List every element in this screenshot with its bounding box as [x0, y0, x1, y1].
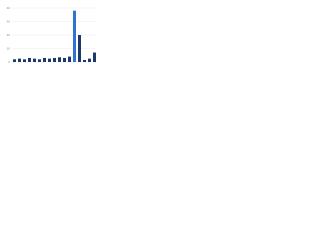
bar [58, 57, 61, 62]
y-tick-label: 40 [7, 6, 11, 10]
bar [68, 56, 71, 62]
bar [53, 57, 56, 62]
y-tick-label: 0 [8, 60, 10, 64]
bar [38, 59, 41, 62]
bar [63, 57, 66, 62]
bar [23, 59, 26, 62]
bar [73, 10, 76, 62]
bar [33, 58, 36, 62]
y-tick-label: 20 [7, 33, 11, 37]
bar [88, 58, 91, 62]
bar [83, 59, 86, 62]
bar [78, 35, 81, 62]
bar [48, 58, 51, 62]
bar [28, 57, 31, 62]
bar [18, 58, 21, 62]
y-tick-label: 30 [7, 19, 11, 23]
bar [43, 57, 46, 62]
y-tick-label: 10 [7, 46, 11, 50]
chart: 0 10 20 30 40 [7, 6, 97, 64]
bar [13, 59, 16, 62]
bar [93, 52, 96, 62]
